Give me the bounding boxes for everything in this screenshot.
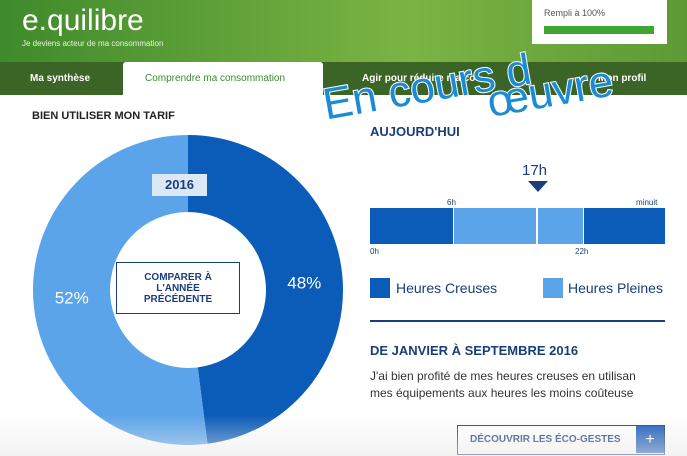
section-title: AUJOURD'HUI xyxy=(370,124,460,139)
logo: e.quilibre xyxy=(22,4,144,37)
section-title: BIEN UTILISER MON TARIF xyxy=(32,110,175,122)
legend-label: Heures Creuses xyxy=(396,280,498,296)
tagline: Je deviens acteur de ma consommation xyxy=(22,39,164,48)
legend-label: Heures Pleines xyxy=(568,280,663,296)
year-badge: 2016 xyxy=(152,174,207,196)
body-text: J'ai bien profité de mes heures creuses … xyxy=(370,369,636,383)
tab[interactable]: Mon profil xyxy=(598,73,647,84)
timeline-label: 0h xyxy=(370,247,379,256)
tab-bar xyxy=(0,62,687,95)
timeline-segment xyxy=(370,208,453,244)
donut-label: 52% xyxy=(55,288,89,307)
timeline-segment xyxy=(538,208,583,244)
now-marker xyxy=(528,181,548,192)
timeline-label: 22h xyxy=(575,247,589,256)
section-title: DE JANVIER À SEPTEMBRE 2016 xyxy=(370,343,579,358)
tab[interactable]: Ma synthèse xyxy=(30,73,91,84)
timeline-segment xyxy=(584,208,665,244)
tab[interactable]: Comprendre ma consommation xyxy=(145,73,286,84)
legend-swatch xyxy=(370,278,390,298)
timeline-label: minuit xyxy=(636,198,658,207)
progress-label: Rempli à 100% xyxy=(544,8,606,18)
tab[interactable]: Agir pour réduire ma co xyxy=(362,73,476,84)
tab-active[interactable] xyxy=(123,62,323,98)
divider xyxy=(370,320,665,322)
now-label: 17h xyxy=(522,162,548,179)
donut-segment xyxy=(188,135,344,444)
timeline-segment xyxy=(454,208,536,244)
progress-track xyxy=(544,26,654,34)
progress-bar xyxy=(544,26,654,34)
body-text: mes équipements aux heures les moins coû… xyxy=(370,386,634,400)
timeline-label: 6h xyxy=(447,198,456,207)
donut-label: 48% xyxy=(287,274,321,293)
progress-box: Rempli à 100% xyxy=(532,0,667,44)
legend-swatch xyxy=(543,278,563,298)
donut-segment xyxy=(33,135,208,445)
compare-button[interactable]: COMPARER À L'ANNÉE PRÉCÉDENTE xyxy=(116,262,240,314)
